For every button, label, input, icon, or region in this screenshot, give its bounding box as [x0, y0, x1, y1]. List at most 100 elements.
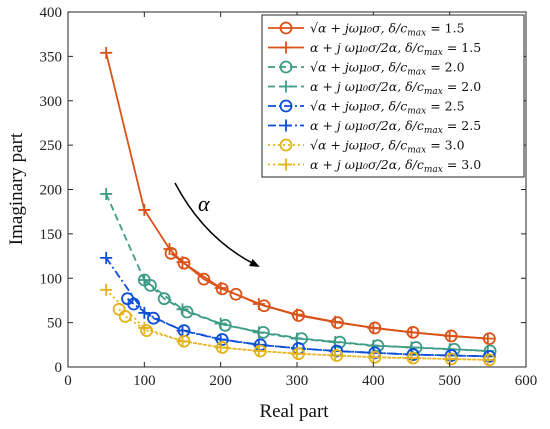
- legend-label-ratio: , δ/c: [397, 118, 424, 133]
- circle-marker: [229, 287, 243, 301]
- legend-entry: α + j ωμ₀σ/2α, δ/cmax = 1.5: [268, 40, 481, 58]
- legend-entry: √α + jωμ₀σ, δ/cmax = 3.0: [268, 138, 465, 156]
- legend-label-expr: α + j ωμ₀σ/2α: [310, 40, 398, 55]
- legend-label-ratio: , δ/c: [381, 21, 408, 36]
- y-tick-label: 300: [40, 94, 63, 110]
- legend-label-sub: max: [407, 29, 426, 39]
- x-axis-ticks: 0 100 200 300 400 500 600: [64, 12, 537, 389]
- y-tick-label: 150: [40, 227, 63, 243]
- legend-label-value: = 2.0: [426, 60, 464, 75]
- legend-label-ratio: , δ/c: [397, 157, 424, 172]
- legend-label: α + j ωμ₀σ/2α, δ/cmax = 2.0: [310, 79, 481, 97]
- plus-marker: [443, 329, 456, 342]
- plus-marker: [138, 274, 151, 287]
- plus-marker: [138, 306, 151, 319]
- x-tick-label: 0: [64, 373, 72, 389]
- legend-label-ratio: , δ/c: [397, 79, 424, 94]
- series-line: [105, 289, 488, 361]
- plus-marker: [100, 187, 113, 200]
- x-tick-label: 400: [362, 373, 385, 389]
- legend-label-expr: √α + jωμ₀σ: [310, 21, 381, 36]
- plus-marker: [252, 326, 265, 339]
- x-tick-label: 500: [438, 373, 461, 389]
- legend-label: α + j ωμ₀σ/2α, δ/cmax = 3.0: [310, 157, 481, 175]
- y-tick-label: 200: [40, 183, 63, 199]
- series-2: [100, 46, 494, 345]
- plus-marker: [405, 352, 418, 365]
- x-tick-label: 300: [286, 373, 309, 389]
- y-axis-label: Imaginary part: [6, 132, 27, 245]
- plus-marker: [214, 341, 227, 354]
- plus-marker: [280, 158, 292, 171]
- plus-marker: [252, 297, 265, 310]
- legend-label: α + j ωμ₀σ/2α, δ/cmax = 1.5: [310, 40, 481, 58]
- x-axis-label: Real part: [259, 401, 329, 422]
- plus-marker: [176, 324, 189, 337]
- legend-entry: α + j ωμ₀σ/2α, δ/cmax = 2.0: [268, 79, 481, 97]
- y-axis-ticks: 0 50 100 150 200 250 300 350 400: [40, 5, 526, 376]
- legend-entry: √α + jωμ₀σ, δ/cmax = 2.0: [268, 60, 465, 78]
- legend-label-value: = 1.5: [443, 40, 481, 55]
- legend-label: √α + jωμ₀σ, δ/cmax = 2.0: [310, 60, 465, 78]
- plus-marker: [100, 283, 113, 296]
- legend-entry: √α + jωμ₀σ, δ/cmax = 2.5: [268, 99, 465, 117]
- plus-marker: [405, 326, 418, 339]
- legend-label-sub: max: [407, 107, 426, 117]
- plus-marker: [481, 353, 494, 366]
- legend-label-expr: α + j ωμ₀σ/2α: [310, 157, 398, 172]
- legend-label-expr: √α + jωμ₀σ: [310, 60, 381, 75]
- plus-marker: [176, 303, 189, 316]
- circle-marker: [140, 324, 154, 338]
- y-tick-label: 50: [47, 316, 62, 332]
- legend-label-value: = 2.5: [443, 118, 481, 133]
- legend-entry: √α + jωμ₀σ, δ/cmax = 1.5: [268, 21, 465, 39]
- legend-label-sub: max: [424, 165, 443, 175]
- y-tick-label: 250: [40, 138, 63, 154]
- plus-marker: [329, 349, 342, 362]
- plus-marker: [214, 317, 227, 330]
- plus-marker: [138, 203, 151, 216]
- legend-label-sub: max: [407, 68, 426, 78]
- legend-label-ratio: , δ/c: [397, 40, 424, 55]
- plus-marker: [367, 321, 380, 334]
- circle-marker: [118, 310, 132, 323]
- circle-marker: [279, 60, 293, 74]
- circle-marker: [147, 311, 160, 325]
- legend-label-value: = 2.0: [443, 79, 481, 94]
- plus-marker: [291, 347, 303, 360]
- y-tick-label: 400: [40, 5, 63, 21]
- legend-label-sub: max: [424, 126, 443, 136]
- series-line: [126, 297, 490, 358]
- plus-marker: [138, 321, 151, 334]
- legend: √α + jωμ₀σ, δ/cmax = 1.5α + j ωμ₀σ/2α, δ…: [261, 14, 525, 178]
- x-tick-label: 200: [209, 373, 232, 389]
- legend-entry: α + j ωμ₀σ/2α, δ/cmax = 2.5: [268, 118, 481, 136]
- circle-marker: [164, 246, 178, 260]
- series-8: [100, 283, 494, 366]
- legend-label-ratio: , δ/c: [381, 60, 408, 75]
- legend-label-value: = 3.0: [443, 157, 481, 172]
- y-tick-label: 100: [40, 271, 63, 287]
- y-tick-label: 350: [40, 49, 63, 65]
- legend-box: [261, 14, 525, 178]
- x-tick-label: 100: [133, 373, 156, 389]
- plus-marker: [214, 282, 227, 295]
- circle-marker: [279, 99, 293, 113]
- legend-label-expr: α + j ωμ₀σ/2α: [310, 118, 398, 133]
- annotation-arrow: [174, 182, 260, 267]
- plus-marker: [100, 46, 113, 59]
- plus-marker: [176, 256, 189, 269]
- legend-label-expr: α + j ωμ₀σ/2α: [310, 79, 398, 94]
- legend-label: α + j ωμ₀σ/2α, δ/cmax = 2.5: [310, 118, 481, 136]
- plus-marker: [176, 335, 189, 348]
- x-tick-label: 600: [515, 373, 538, 389]
- plus-marker: [291, 308, 303, 321]
- legend-label-expr: √α + jωμ₀σ: [310, 138, 381, 153]
- plus-marker: [163, 242, 176, 255]
- plus-marker: [481, 332, 494, 345]
- legend-entry: α + j ωμ₀σ/2α, δ/cmax = 3.0: [268, 157, 481, 175]
- circle-marker: [197, 272, 211, 286]
- legend-label-ratio: , δ/c: [381, 138, 408, 153]
- circle-marker: [279, 138, 293, 152]
